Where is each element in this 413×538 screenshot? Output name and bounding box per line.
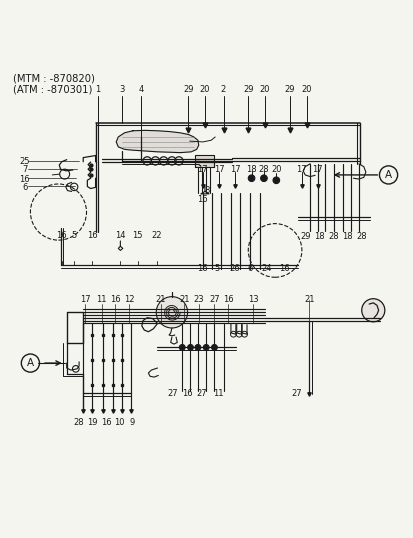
Text: 17: 17 (197, 165, 208, 174)
Text: 28: 28 (356, 232, 366, 242)
Text: 29: 29 (284, 85, 294, 94)
Text: 17: 17 (214, 165, 224, 174)
Text: 28: 28 (258, 165, 268, 174)
Text: 5: 5 (71, 231, 76, 240)
Text: 16: 16 (196, 264, 207, 273)
Text: 16: 16 (19, 174, 30, 183)
Circle shape (211, 344, 217, 350)
Text: 16: 16 (181, 389, 192, 398)
Circle shape (361, 299, 384, 322)
Text: 20: 20 (271, 165, 281, 174)
Text: 17: 17 (311, 165, 322, 174)
Text: 20: 20 (301, 85, 311, 94)
Text: 16: 16 (110, 295, 121, 305)
Text: 19: 19 (87, 418, 97, 427)
Circle shape (203, 344, 209, 350)
Text: 29: 29 (183, 85, 193, 94)
Text: 2: 2 (221, 85, 225, 94)
Text: A: A (27, 358, 34, 368)
Text: 18: 18 (313, 232, 324, 242)
Text: 11: 11 (213, 389, 223, 398)
Text: 16: 16 (279, 264, 289, 273)
Text: 17: 17 (80, 295, 90, 305)
Text: A: A (384, 170, 391, 180)
Text: 20: 20 (199, 85, 210, 94)
Text: 1: 1 (95, 85, 100, 94)
Text: 17: 17 (229, 165, 240, 174)
Text: 22: 22 (151, 231, 161, 240)
Text: 17: 17 (296, 165, 306, 174)
Text: 8: 8 (204, 186, 209, 195)
Text: 23: 23 (193, 295, 204, 305)
Text: 6: 6 (247, 264, 252, 273)
Circle shape (187, 344, 193, 350)
Text: 10: 10 (114, 418, 124, 427)
Circle shape (272, 177, 279, 183)
Text: 5: 5 (214, 264, 219, 273)
Text: 18: 18 (246, 165, 256, 174)
Text: 4: 4 (138, 85, 143, 94)
Text: 27: 27 (167, 389, 178, 398)
Text: 9: 9 (129, 418, 134, 427)
Circle shape (195, 344, 200, 350)
Text: 29: 29 (242, 85, 253, 94)
Text: 6: 6 (22, 183, 27, 192)
Text: 18: 18 (341, 232, 352, 242)
Text: 21: 21 (303, 295, 314, 305)
Text: 26: 26 (229, 264, 240, 273)
Text: 25: 25 (19, 157, 30, 166)
Circle shape (248, 175, 254, 181)
Text: 14: 14 (115, 231, 125, 240)
Polygon shape (116, 130, 198, 153)
Text: 21: 21 (179, 295, 189, 305)
Circle shape (179, 344, 185, 350)
Text: 7: 7 (22, 166, 27, 174)
Text: 27: 27 (196, 389, 207, 398)
Text: 16: 16 (56, 231, 67, 240)
Text: 11: 11 (96, 295, 107, 305)
Circle shape (156, 296, 187, 328)
Circle shape (260, 175, 267, 181)
Text: 16: 16 (87, 231, 97, 240)
Text: 21: 21 (155, 295, 166, 305)
Text: 3: 3 (119, 85, 125, 94)
Text: 16: 16 (197, 195, 208, 204)
Text: 12: 12 (124, 295, 134, 305)
Text: 20: 20 (259, 85, 269, 94)
Text: (ATM : -870301): (ATM : -870301) (13, 84, 92, 95)
Text: 16: 16 (100, 418, 111, 427)
Text: 15: 15 (132, 231, 142, 240)
Text: 24: 24 (261, 264, 271, 273)
Text: 29: 29 (300, 232, 311, 242)
Text: 27: 27 (291, 389, 301, 398)
Text: (MTM : -870820): (MTM : -870820) (13, 73, 95, 83)
Bar (194, 155, 214, 167)
Text: 28: 28 (328, 232, 339, 242)
Text: 13: 13 (247, 295, 258, 305)
Text: 16: 16 (223, 295, 233, 305)
Text: 28: 28 (73, 418, 83, 427)
Text: 27: 27 (209, 295, 219, 305)
